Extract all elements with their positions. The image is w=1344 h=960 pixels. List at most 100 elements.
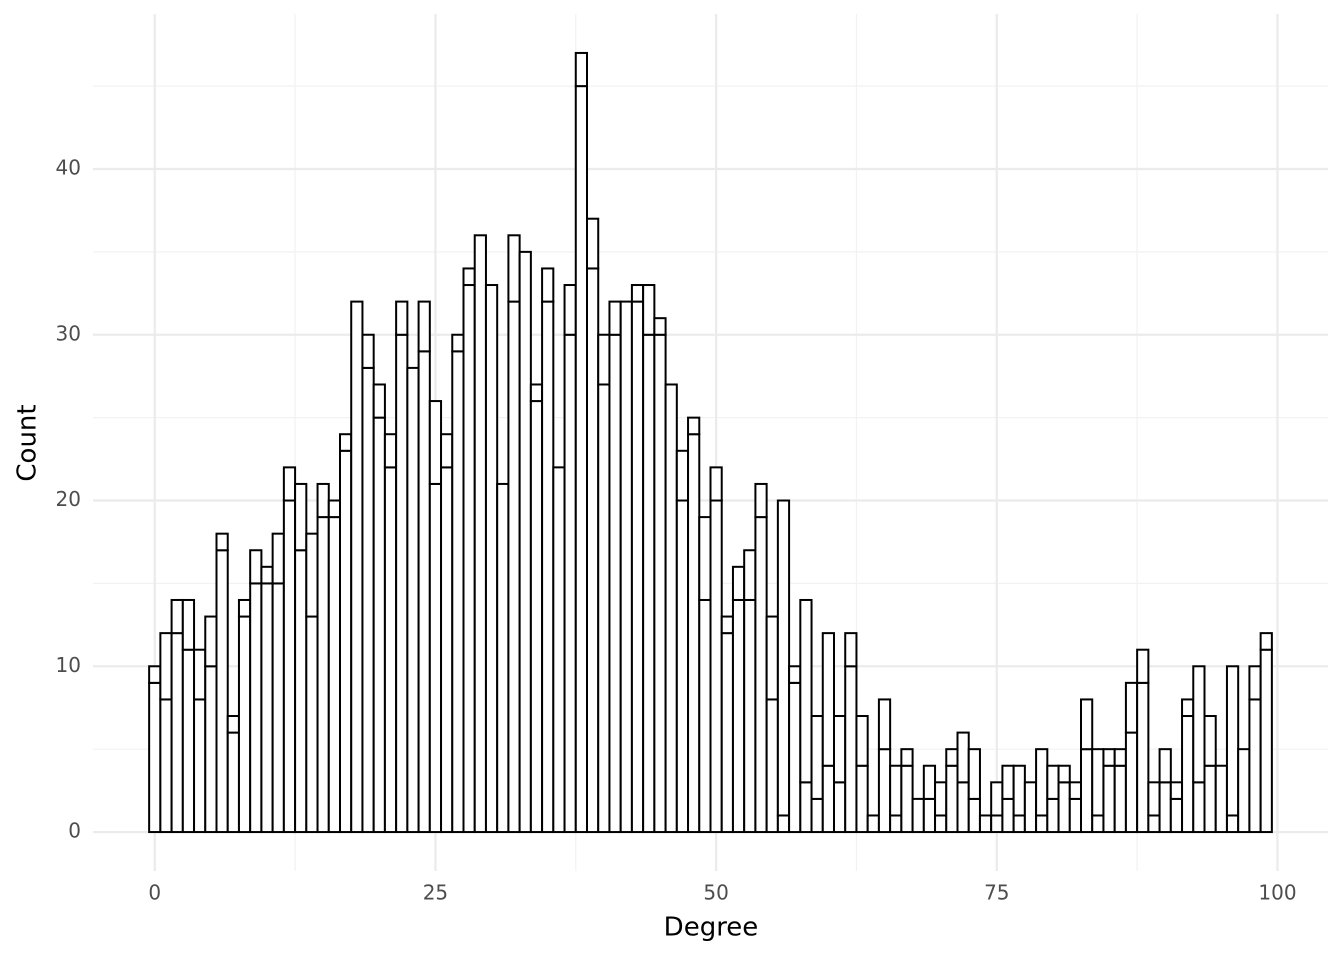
histogram-bar <box>945 748 959 767</box>
histogram-bar <box>799 781 813 834</box>
histogram-bar <box>1057 781 1071 834</box>
histogram-bar <box>967 797 981 834</box>
histogram-bar <box>215 549 229 834</box>
histogram-bar <box>395 333 409 834</box>
histogram-bar <box>1068 781 1082 800</box>
histogram-bar <box>922 764 937 800</box>
histogram-bar <box>294 549 308 834</box>
histogram-bar <box>1147 781 1161 817</box>
histogram-bar <box>159 698 173 834</box>
histogram-bar <box>934 781 948 817</box>
histogram-bar <box>563 284 577 336</box>
histogram-bar <box>630 300 645 834</box>
histogram-bar <box>1181 698 1195 718</box>
histogram-bar <box>282 466 297 502</box>
histogram-bar <box>1158 781 1172 834</box>
histogram-bar <box>653 317 667 336</box>
histogram-bar <box>529 400 544 834</box>
histogram-bar <box>788 665 802 684</box>
histogram-bar <box>428 400 443 485</box>
histogram-bar <box>305 615 319 834</box>
histogram-bar <box>1214 764 1228 834</box>
histogram-bar <box>237 598 252 618</box>
histogram-bar <box>1237 748 1251 834</box>
histogram-bar <box>1046 764 1060 800</box>
histogram-bar <box>1035 814 1049 834</box>
histogram-bar <box>1001 764 1015 800</box>
histogram-bar <box>406 366 420 834</box>
histogram-bar <box>967 748 981 800</box>
histogram-bar <box>518 250 532 834</box>
histogram-bar <box>372 416 386 834</box>
x-axis-title: Degree <box>664 913 759 943</box>
histogram-bar <box>339 433 353 452</box>
histogram-bar <box>1046 797 1060 834</box>
histogram-bar <box>271 532 285 585</box>
histogram-bar <box>720 632 734 834</box>
histogram-bar <box>855 715 869 767</box>
histogram-bar <box>440 466 454 834</box>
histogram-bar <box>1124 681 1139 734</box>
histogram-bar <box>226 715 240 734</box>
histogram-bar <box>249 549 263 585</box>
histogram-bar <box>731 565 746 601</box>
histogram-bar <box>226 731 240 834</box>
y-tick-label: 20 <box>56 487 81 511</box>
histogram-bar <box>440 433 454 469</box>
histogram-bar <box>541 300 555 834</box>
histogram-bar <box>586 217 600 270</box>
histogram-bar <box>1147 814 1161 834</box>
histogram-bar <box>687 433 701 834</box>
histogram-bar <box>417 350 431 834</box>
histogram-bar <box>630 284 645 303</box>
histogram-bar <box>327 516 342 834</box>
histogram-bar <box>900 748 914 767</box>
histogram-bar <box>608 333 622 834</box>
histogram-bar <box>574 85 588 834</box>
histogram-bar <box>1225 814 1240 834</box>
histogram-bar <box>294 482 308 552</box>
histogram-bar <box>664 383 678 834</box>
histogram-bar <box>249 582 263 834</box>
histogram-bar <box>361 333 375 369</box>
histogram-bar <box>563 333 577 834</box>
histogram-bar <box>1259 632 1273 651</box>
histogram-bar <box>731 598 746 834</box>
histogram-bar <box>1136 681 1150 834</box>
histogram-bar <box>799 598 813 784</box>
x-tick-label: 50 <box>703 881 728 905</box>
histogram-bar <box>428 482 443 834</box>
histogram-bar <box>1102 748 1116 767</box>
x-tick-label: 25 <box>423 881 448 905</box>
histogram-bar <box>484 284 499 834</box>
histogram-bar <box>833 715 847 784</box>
histogram-bar <box>810 797 824 834</box>
histogram-bar <box>204 665 218 834</box>
histogram-bar <box>956 781 970 834</box>
histogram-bar <box>473 234 487 834</box>
histogram-bar <box>148 681 162 834</box>
histogram-bar <box>776 499 791 817</box>
histogram-bar <box>597 333 611 386</box>
histogram-bar <box>866 814 880 834</box>
histogram-bar <box>698 598 712 834</box>
y-tick-label: 30 <box>56 321 81 345</box>
histogram-bar <box>586 267 600 834</box>
histogram-bar <box>1225 665 1240 817</box>
histogram-bar <box>541 267 555 303</box>
histogram-bar <box>204 615 218 668</box>
y-axis-title: Count <box>13 404 43 481</box>
histogram-bar <box>844 632 858 668</box>
histogram-bar <box>339 449 353 834</box>
histogram-bar <box>383 466 398 834</box>
histogram-bar <box>350 300 364 834</box>
x-tick-label: 0 <box>148 881 161 905</box>
histogram-bar <box>529 383 544 403</box>
x-tick-label: 75 <box>984 881 1009 905</box>
histogram-bar <box>608 300 622 336</box>
histogram-bar <box>1181 715 1195 834</box>
histogram-bar <box>1158 748 1172 784</box>
histogram-bar <box>462 284 476 834</box>
